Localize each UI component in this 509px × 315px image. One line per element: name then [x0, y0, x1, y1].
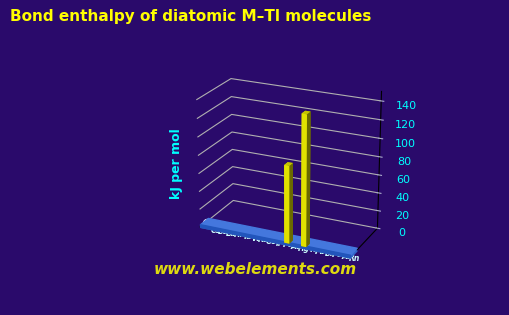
Text: www.webelements.com: www.webelements.com	[153, 262, 356, 277]
Text: Bond enthalpy of diatomic M–Tl molecules: Bond enthalpy of diatomic M–Tl molecules	[10, 9, 371, 25]
Text: kJ per mol: kJ per mol	[170, 129, 183, 199]
